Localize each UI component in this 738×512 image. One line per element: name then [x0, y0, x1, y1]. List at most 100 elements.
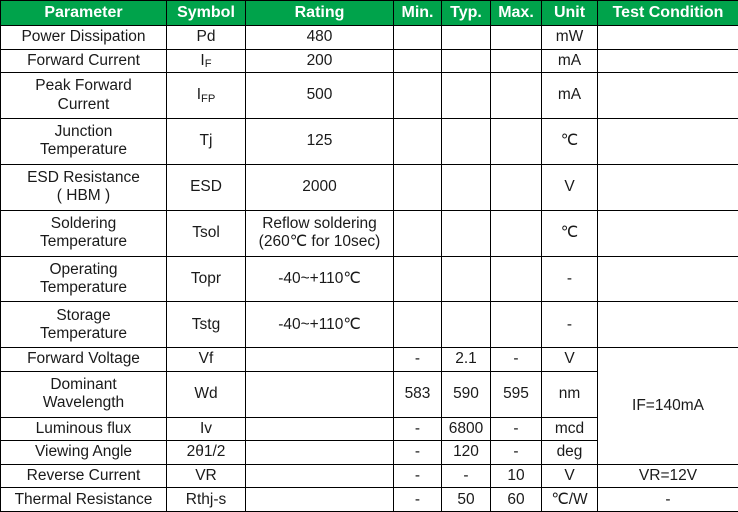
cell-symbol: Vf — [166, 347, 246, 372]
cell-parameter: Storage Temperature — [0, 301, 167, 349]
column-header-max: Max. — [490, 0, 542, 26]
cell-unit: mA — [541, 72, 598, 119]
cell-rating: -40~+110℃ — [245, 255, 394, 303]
cell-parameter: ESD Resistance ( HBM ) — [0, 163, 167, 211]
cell-test-condition: - — [597, 487, 738, 512]
column-header-rating: Rating — [245, 0, 394, 26]
cell-max — [490, 25, 542, 50]
cell-typ — [441, 301, 491, 349]
table-row: ESD Resistance ( HBM ) ESD 2000 V — [0, 163, 738, 211]
cell-max — [490, 255, 542, 303]
cell-rating: 480 — [245, 25, 394, 50]
cell-test-condition — [597, 209, 738, 257]
cell-typ: 590 — [441, 370, 491, 418]
cell-rating: 200 — [245, 48, 394, 74]
cell-min — [393, 117, 442, 165]
cell-min — [393, 209, 442, 257]
cell-typ — [441, 209, 491, 257]
table-row: Forward Voltage Vf -2.1- V IF=140mA — [0, 347, 738, 465]
cell-typ — [441, 72, 491, 119]
table-row: Forward Current IF 200 mA — [0, 48, 738, 74]
cell-parameter: Peak Forward Current — [0, 72, 167, 119]
cell-min: 583 — [393, 370, 442, 418]
cell-min — [393, 48, 442, 74]
cell-parameter: Viewing Angle — [0, 440, 167, 465]
table-row: Viewing Angle 2θ1/2-120- deg — [0, 440, 738, 465]
cell-parameter: Power Dissipation — [0, 25, 167, 50]
cell-min: - — [393, 416, 442, 442]
cell-parameter: Soldering Temperature — [0, 209, 167, 257]
cell-max — [490, 48, 542, 74]
cell-max — [490, 163, 542, 211]
table-row: Junction Temperature Tj 125 ℃ — [0, 117, 738, 165]
cell-unit: V — [541, 463, 598, 489]
symbol-subscript: FP — [201, 92, 216, 105]
cell-symbol: Iv — [166, 416, 246, 442]
symbol-base: I — [196, 86, 202, 104]
cell-typ: 6800 — [441, 416, 491, 442]
cell-test-condition — [597, 301, 738, 349]
cell-symbol: Wd — [166, 370, 246, 418]
cell-unit: nm — [541, 370, 598, 418]
column-header-unit: Unit — [541, 0, 598, 26]
table-row: Operating Temperature Topr -40~+110℃ - — [0, 255, 738, 303]
table-row: Reverse Current VR - -10 V VR=12V — [0, 463, 738, 489]
symbol-base: I — [200, 51, 205, 69]
column-header-typ: Typ. — [441, 0, 491, 26]
cell-symbol: IF — [166, 48, 246, 74]
cell-typ: - — [441, 463, 491, 489]
cell-max — [490, 72, 542, 119]
cell-rating: 2000 — [245, 163, 394, 211]
cell-max — [490, 209, 542, 257]
cell-symbol: Pd — [166, 25, 246, 50]
cell-test-condition — [597, 25, 738, 50]
cell-parameter: Junction Temperature — [0, 117, 167, 165]
cell-min — [393, 163, 442, 211]
cell-symbol: Tstg — [166, 301, 246, 349]
cell-symbol: Rthj-s — [166, 487, 246, 512]
column-header-test-condition: Test Condition — [597, 0, 738, 26]
table-body: Power Dissipation Pd 480 mW Forward Current I… — [0, 25, 738, 512]
cell-typ — [441, 255, 491, 303]
cell-symbol: IFP — [166, 72, 246, 119]
column-header-min: Min. — [393, 0, 442, 26]
cell-test-condition — [597, 255, 738, 303]
table-row: Soldering Temperature Tsol Reflow solderin… — [0, 209, 738, 257]
cell-typ: 50 — [441, 487, 491, 512]
table-row: Peak Forward Current IFP 500 mA — [0, 72, 738, 119]
table-header-row: Parameter Symbol Rating Min. Typ. Max. U… — [0, 0, 738, 26]
cell-test-condition — [597, 48, 738, 74]
cell-rating — [245, 370, 394, 418]
cell-max — [490, 117, 542, 165]
cell-min: - — [393, 440, 442, 465]
cell-symbol: Tsol — [166, 209, 246, 257]
table-row: Storage Temperature Tstg -40~+110℃ - — [0, 301, 738, 349]
cell-max: - — [490, 347, 542, 372]
cell-test-condition — [597, 117, 738, 165]
cell-typ — [441, 163, 491, 211]
cell-min: - — [393, 487, 442, 512]
cell-test-condition: VR=12V — [597, 463, 738, 489]
cell-parameter: Operating Temperature — [0, 255, 167, 303]
cell-unit: ℃ — [541, 209, 598, 257]
table-row: Thermal Resistance Rthj-s -50 60 ℃/W - — [0, 487, 738, 512]
cell-typ — [441, 48, 491, 74]
cell-symbol: ESD — [166, 163, 246, 211]
cell-parameter: Dominant Wavelength — [0, 370, 167, 418]
cell-test-condition — [597, 72, 738, 119]
cell-parameter: Forward Current — [0, 48, 167, 74]
cell-max: - — [490, 416, 542, 442]
cell-typ — [441, 117, 491, 165]
cell-unit: deg — [541, 440, 598, 465]
cell-symbol: Topr — [166, 255, 246, 303]
cell-max: 595 — [490, 370, 542, 418]
symbol-subscript: F — [204, 58, 212, 71]
cell-typ: 2.1 — [441, 347, 491, 372]
cell-parameter: Reverse Current — [0, 463, 167, 489]
cell-rating: Reflow soldering (260℃ for 10sec) — [245, 209, 394, 257]
cell-rating — [245, 416, 394, 442]
cell-unit: ℃ — [541, 117, 598, 165]
cell-parameter: Thermal Resistance — [0, 487, 167, 512]
cell-rating — [245, 440, 394, 465]
